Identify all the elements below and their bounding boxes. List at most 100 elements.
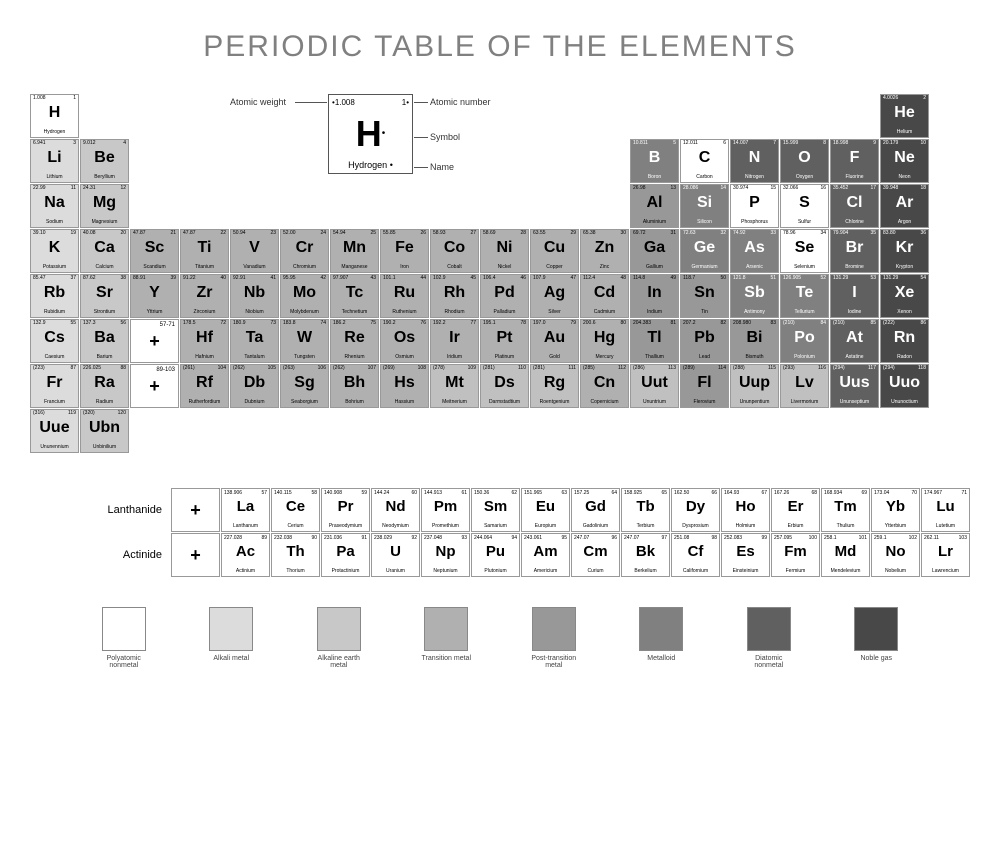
element-Co: 58.9327CoCobalt bbox=[430, 229, 479, 273]
element-Db: (262)105DbDubnium bbox=[230, 364, 279, 408]
category-label-post: Post-transition metal bbox=[529, 655, 579, 669]
element-Te: 126.90552TeTellurium bbox=[780, 274, 829, 318]
element-Uuo: (294)118UuoUnunoctium bbox=[880, 364, 929, 408]
legend-label-nm: Name bbox=[430, 162, 454, 172]
element-Si: 28.08614SiSilicon bbox=[680, 184, 729, 228]
element-Md: 258.1101MdMendelevium bbox=[821, 533, 870, 577]
element-Ba: 137.356BaBarium bbox=[80, 319, 129, 363]
element-Lu: 174.96771LuLutetium bbox=[921, 488, 970, 532]
fblock: Lanthanide+138.90657LaLanthanum140.11558… bbox=[30, 488, 970, 577]
element-Rh: 102.945RhRhodium bbox=[430, 274, 479, 318]
element-Sg: (263)106SgSeaborgium bbox=[280, 364, 329, 408]
fblock-row-actinide: Actinide+227.02889AcActinium232.03890ThT… bbox=[30, 533, 970, 577]
element-Fl: (289)114FlFlerovium bbox=[680, 364, 729, 408]
element-Hg: 200.680HgMercury bbox=[580, 319, 629, 363]
swatch-metalloid bbox=[639, 607, 683, 651]
element-Li: 6.9413LiLithium bbox=[30, 139, 79, 183]
element-O: 15.9998OOxygen bbox=[780, 139, 829, 183]
element-Uue: (316)119UueUnunennium bbox=[30, 409, 79, 453]
element-H: 1.0081HHydrogen bbox=[30, 94, 79, 138]
element-Na: 22.9911NaSodium bbox=[30, 184, 79, 228]
element-Pb: 207.282PbLead bbox=[680, 319, 729, 363]
element-Ra: 226.02588RaRadium bbox=[80, 364, 129, 408]
category-label-diatomic: Diatomic nonmetal bbox=[744, 655, 794, 669]
element-Sr: 87.6238SrStrontium bbox=[80, 274, 129, 318]
element-Cm: 247.0796CmCurium bbox=[571, 533, 620, 577]
element-Np: 237.04893NpNeptunium bbox=[421, 533, 470, 577]
element-Bk: 247.0797BkBerkelium bbox=[621, 533, 670, 577]
element-As: 74.9233AsArsenic bbox=[730, 229, 779, 273]
element-Cf: 251.0898CfCalifornium bbox=[671, 533, 720, 577]
fblock-plus-actinide: + bbox=[171, 533, 220, 577]
category-label-noble: Noble gas bbox=[851, 655, 901, 662]
element-Bi: 208.98083BiBismuth bbox=[730, 319, 779, 363]
category-legend: Polyatomic nonmetalAlkali metalAlkaline … bbox=[30, 607, 970, 669]
placeholder-act: 89-103+ bbox=[130, 364, 179, 408]
category-metalloid: Metalloid bbox=[636, 607, 686, 669]
element-U: 238.02992UUranium bbox=[371, 533, 420, 577]
category-diatomic: Diatomic nonmetal bbox=[744, 607, 794, 669]
element-Tb: 158.92565TbTerbium bbox=[621, 488, 670, 532]
swatch-transition bbox=[424, 607, 468, 651]
swatch-noble bbox=[854, 607, 898, 651]
element-Dy: 162.5066DyDysprosium bbox=[671, 488, 720, 532]
element-Uup: (288)115UupUnunpentium bbox=[730, 364, 779, 408]
category-label-polyatomic: Polyatomic nonmetal bbox=[99, 655, 149, 669]
swatch-alkali bbox=[209, 607, 253, 651]
element-Er: 167.2668ErErbium bbox=[771, 488, 820, 532]
legend-name: Hydrogen • bbox=[332, 160, 409, 170]
element-V: 50.9423VVanadium bbox=[230, 229, 279, 273]
element-Kr: 83.8036KrKrypton bbox=[880, 229, 929, 273]
swatch-polyatomic bbox=[102, 607, 146, 651]
fblock-row-lanthanide: Lanthanide+138.90657LaLanthanum140.11558… bbox=[30, 488, 970, 532]
element-Cd: 112.448CdCadmium bbox=[580, 274, 629, 318]
element-Es: 252.08399EsEinsteinium bbox=[721, 533, 770, 577]
element-Eu: 151.96563EuEuropium bbox=[521, 488, 570, 532]
element-Po: (210)84PoPolonium bbox=[780, 319, 829, 363]
element-Ubn: (320)120UbnUnbinilium bbox=[80, 409, 129, 453]
element-Cu: 63.5529CuCopper bbox=[530, 229, 579, 273]
element-Au: 197.079AuGold bbox=[530, 319, 579, 363]
element-Hf: 178.572HfHafnium bbox=[180, 319, 229, 363]
element-Ca: 40.0820CaCalcium bbox=[80, 229, 129, 273]
element-Mn: 54.9425MnManganese bbox=[330, 229, 379, 273]
element-Sc: 47.8721ScScandium bbox=[130, 229, 179, 273]
category-post: Post-transition metal bbox=[529, 607, 579, 669]
swatch-post bbox=[532, 607, 576, 651]
element-Nb: 92.9141NbNiobium bbox=[230, 274, 279, 318]
element-Ta: 180.973TaTantalum bbox=[230, 319, 279, 363]
element-Pa: 231.03691PaProtactinium bbox=[321, 533, 370, 577]
element-Tm: 168.93469TmThulium bbox=[821, 488, 870, 532]
element-Th: 232.03890ThThorium bbox=[271, 533, 320, 577]
legend-symbol: H • bbox=[332, 107, 409, 160]
element-Nd: 144.2460NdNeodymium bbox=[371, 488, 420, 532]
element-Be: 9.0124BeBeryllium bbox=[80, 139, 129, 183]
category-label-metalloid: Metalloid bbox=[636, 655, 686, 662]
element-Cn: (285)112CnCopernicium bbox=[580, 364, 629, 408]
fblock-label-lanthanide: Lanthanide bbox=[30, 504, 170, 516]
fblock-plus-lanthanide: + bbox=[171, 488, 220, 532]
element-Cr: 52.0024CrChromium bbox=[280, 229, 329, 273]
element-Pr: 140.90859PrPraseodymium bbox=[321, 488, 370, 532]
legend-line bbox=[414, 102, 428, 103]
element-Ge: 72.6332GeGermanium bbox=[680, 229, 729, 273]
category-label-transition: Transition metal bbox=[421, 655, 471, 662]
element-P: 30.97415PPhosphorus bbox=[730, 184, 779, 228]
element-Ho: 164.9367HoHolmium bbox=[721, 488, 770, 532]
element-Fm: 257.095100FmFermium bbox=[771, 533, 820, 577]
element-Mt: (278)109MtMeitnerium bbox=[430, 364, 479, 408]
category-alkaline: Alkaline earth metal bbox=[314, 607, 364, 669]
element-Rb: 85.4737RbRubidium bbox=[30, 274, 79, 318]
element-Re: 186.275ReRhenium bbox=[330, 319, 379, 363]
element-Ru: 101.144RuRuthenium bbox=[380, 274, 429, 318]
element-Pu: 244.06494PuPlutonium bbox=[471, 533, 520, 577]
element-Uut: (286)113UutUnuntrium bbox=[630, 364, 679, 408]
element-Cl: 35.45217ClChlorine bbox=[830, 184, 879, 228]
element-Br: 79.90435BrBromine bbox=[830, 229, 879, 273]
periodic-grid: •1.008 1• H • Hydrogen • Atomic weight A… bbox=[30, 94, 970, 453]
element-Sb: 121.851SbAntimony bbox=[730, 274, 779, 318]
element-Yb: 173.0470YbYtterbium bbox=[871, 488, 920, 532]
element-Sn: 118.750SnTin bbox=[680, 274, 729, 318]
legend-weight: •1.008 bbox=[332, 98, 355, 107]
element-W: 183.874WTungsten bbox=[280, 319, 329, 363]
